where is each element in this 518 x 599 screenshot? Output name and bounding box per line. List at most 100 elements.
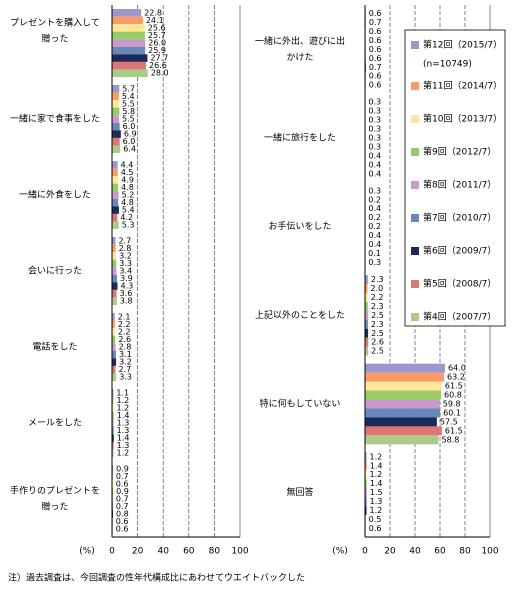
legend-swatch: [411, 115, 419, 123]
x-tick-label: 40: [157, 547, 169, 557]
x-tick-label: 20: [384, 547, 396, 557]
legend-label: 第10回（2013/7）: [423, 113, 502, 125]
bar: [365, 435, 439, 444]
value-label: 0.7: [369, 63, 382, 72]
value-label: 1.2: [370, 506, 383, 515]
bar: [365, 417, 437, 426]
bar: [112, 275, 117, 283]
value-label: 2.5: [371, 329, 384, 338]
legend-label: 第11回（2014/7）: [423, 80, 502, 92]
value-label: 0.3: [368, 142, 381, 151]
value-label: 60.8: [444, 391, 462, 400]
bar: [112, 62, 146, 70]
value-label: 0.4: [369, 160, 382, 169]
value-label: 3.3: [119, 373, 132, 382]
bar: [112, 199, 118, 207]
footnote: 注）過去調査は、今回調査の性年代構成比にあわせてウエイトバックした: [8, 572, 305, 584]
bar: [112, 115, 119, 123]
value-label: 2.5: [371, 311, 384, 320]
value-label: 2.5: [371, 347, 384, 356]
value-label: 6.4: [123, 145, 136, 154]
bar: [365, 382, 442, 391]
value-label: 0.3: [368, 98, 381, 107]
value-label: 64.0: [448, 364, 466, 373]
bar: [112, 69, 148, 77]
bar: [112, 282, 118, 290]
x-tick-label: 100: [481, 547, 498, 557]
category-label: 一緒に外食をした: [19, 189, 91, 201]
legend-label: 第6回（2009/7）: [423, 245, 496, 257]
bar: [365, 400, 440, 409]
bar: [112, 214, 117, 222]
value-label: 1.4: [370, 461, 383, 470]
value-label: 0.3: [368, 116, 381, 125]
value-label: 0.6: [369, 81, 382, 90]
bar: [365, 391, 441, 400]
value-label: 0.6: [369, 524, 382, 533]
bar: [112, 297, 117, 305]
value-label: 0.6: [369, 45, 382, 54]
legend: 第12回（2015/7）第11回（2014/7）第10回（2013/7）第9回（…: [405, 30, 505, 326]
bar: [112, 54, 147, 62]
value-label: 3.8: [120, 297, 133, 306]
value-label: 58.8: [442, 435, 460, 444]
bar: [112, 145, 120, 153]
bar: [112, 9, 141, 17]
bar: [112, 85, 119, 93]
value-label: 1.5: [370, 488, 383, 497]
x-tick-label: 60: [434, 547, 446, 557]
bar: [112, 130, 121, 138]
value-label: 2.3: [371, 320, 384, 329]
x-tick-label: 80: [459, 547, 471, 557]
value-label: 57.5: [440, 417, 458, 426]
category-label: 一緒に旅行をした: [264, 132, 336, 144]
value-label: 0.4: [369, 231, 382, 240]
value-label: 60.1: [443, 408, 461, 417]
category-label: 特に何もしていない: [260, 398, 341, 410]
bar: [112, 108, 119, 116]
bar: [112, 191, 119, 199]
value-label: 0.6: [369, 72, 382, 81]
bar: [112, 260, 116, 268]
value-label: 2.6: [371, 338, 384, 347]
bar: [112, 47, 145, 55]
legend-label: 第7回（2010/7）: [423, 212, 496, 224]
category-label: プレゼントを購入して: [10, 17, 100, 29]
x-tick-label: 0: [362, 547, 368, 557]
value-label: 61.5: [445, 426, 463, 435]
x-tick-label: 80: [209, 547, 221, 557]
bar: [112, 252, 116, 260]
bar: [112, 221, 119, 229]
value-label: 1.3: [370, 497, 383, 506]
x-axis-label: (%): [332, 547, 348, 557]
legend-swatch: [411, 313, 419, 321]
bar: [112, 161, 118, 169]
bar: [112, 17, 143, 25]
bar: [112, 24, 145, 32]
bar: [112, 123, 120, 131]
value-label: 0.3: [368, 134, 381, 143]
category-label: 上記以外のことをした: [255, 309, 345, 321]
value-label: 0.2: [368, 222, 381, 231]
category-label: 一緒に外出、遊びに出: [255, 35, 345, 47]
category-label: お手伝いをした: [268, 220, 331, 232]
value-label: 0.4: [369, 204, 382, 213]
legend-swatch: [411, 214, 419, 222]
value-label: 0.3: [368, 258, 381, 267]
category-label: かけた: [286, 52, 313, 63]
value-label: 0.1: [368, 249, 381, 258]
value-label: 2.2: [371, 293, 384, 302]
legend-swatch: [411, 181, 419, 189]
value-label: 0.2: [368, 213, 381, 222]
value-label: 59.8: [443, 400, 461, 409]
legend-swatch: [411, 280, 419, 288]
legend-swatch: [411, 148, 419, 156]
bar: [112, 100, 119, 108]
value-label: 1.2: [370, 452, 383, 461]
legend-note: (n=10749): [423, 60, 472, 70]
bar: [112, 351, 116, 359]
bar: [112, 373, 116, 381]
value-label: 5.3: [122, 221, 135, 230]
legend-label: 第8回（2011/7）: [423, 179, 496, 191]
